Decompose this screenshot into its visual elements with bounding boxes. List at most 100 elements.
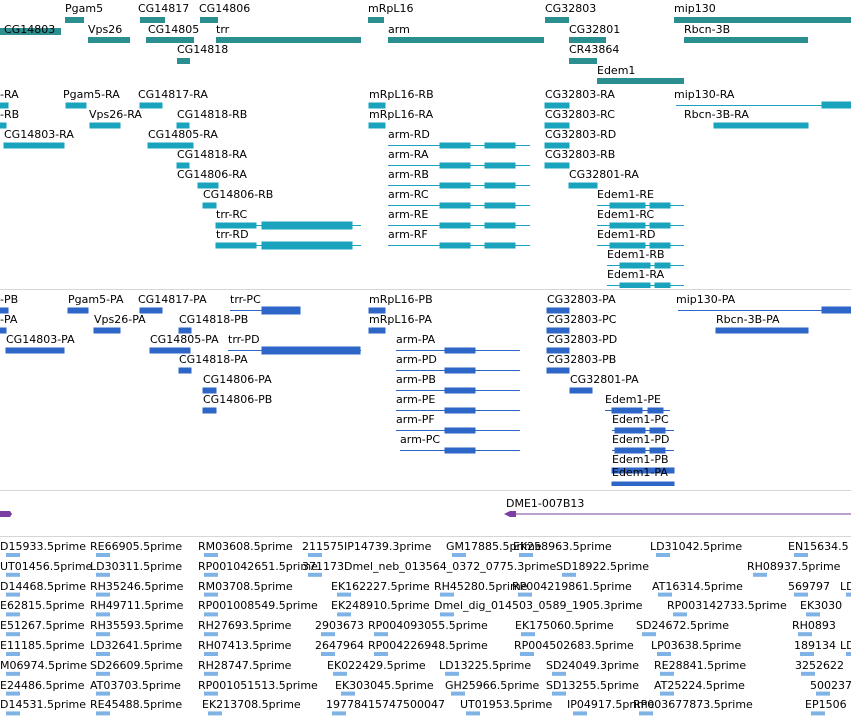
est-glyph[interactable]	[204, 652, 218, 656]
transcript-glyph[interactable]	[147, 142, 194, 149]
transcript-glyph[interactable]	[544, 142, 570, 149]
est-glyph[interactable]	[6, 553, 20, 557]
transcript-glyph[interactable]	[619, 282, 651, 288]
gene-glyph[interactable]	[200, 17, 218, 23]
est-label[interactable]: D14468.5prime	[0, 579, 87, 593]
est-label[interactable]: RH28747.5prime	[198, 658, 292, 672]
transcript-glyph[interactable]	[544, 102, 570, 109]
est-glyph[interactable]	[660, 671, 674, 676]
transcript-label[interactable]: CG14818-PB	[179, 313, 249, 326]
transcript-label[interactable]: CG32801-PA	[570, 373, 639, 386]
transcript-glyph[interactable]	[139, 102, 163, 109]
gene-label[interactable]: CG14805	[148, 23, 200, 36]
transcript-glyph[interactable]	[444, 427, 476, 434]
est-glyph[interactable]	[308, 572, 322, 577]
est-glyph[interactable]	[445, 671, 459, 676]
transcript-label[interactable]: mRpL16-RA	[369, 108, 434, 121]
est-label[interactable]: SD26609.5prime	[90, 658, 183, 672]
gene-label[interactable]: CG14818	[177, 43, 229, 56]
clone-glyph[interactable]	[504, 511, 516, 517]
transcript-glyph[interactable]	[439, 242, 471, 249]
est-glyph[interactable]	[440, 612, 454, 617]
transcript-label[interactable]: CG14818-RB	[177, 108, 248, 121]
gene-glyph[interactable]	[216, 37, 361, 43]
est-glyph[interactable]	[204, 572, 218, 577]
gene-label[interactable]: mip130	[674, 2, 716, 15]
transcript-glyph[interactable]	[821, 306, 851, 314]
est-label[interactable]: LD13225.5prime	[439, 658, 532, 672]
transcript-glyph[interactable]	[484, 162, 516, 169]
transcript-label[interactable]: arm-PF	[396, 413, 435, 426]
est-glyph[interactable]	[801, 671, 815, 676]
transcript-label[interactable]: Edem1-PD	[612, 433, 670, 446]
transcript-label[interactable]: mRpL16-RB	[369, 88, 434, 101]
est-label[interactable]: RH49711.5prime	[90, 599, 184, 613]
transcript-label[interactable]: CG14806-PA	[203, 373, 272, 386]
transcript-glyph[interactable]	[444, 367, 476, 374]
gene-glyph[interactable]	[146, 37, 194, 43]
transcript-glyph[interactable]	[484, 202, 516, 209]
est-glyph[interactable]	[466, 711, 480, 716]
transcript-label[interactable]: CG32803-RD	[545, 128, 617, 141]
est-label[interactable]: RH27693.5prime	[198, 619, 292, 633]
transcript-label[interactable]: arm-RA	[388, 148, 429, 161]
est-label[interactable]: RP004226948.5prime	[368, 639, 488, 652]
est-label[interactable]: RH0893	[792, 619, 836, 633]
est-label[interactable]: RH07413.5prime	[198, 639, 292, 652]
est-glyph[interactable]	[811, 711, 825, 716]
transcript-label[interactable]: Vps26-PA	[94, 313, 146, 326]
transcript-glyph[interactable]	[484, 182, 516, 189]
est-glyph[interactable]	[332, 711, 346, 716]
transcript-label[interactable]: -PA	[0, 313, 18, 326]
transcript-glyph[interactable]	[444, 347, 476, 354]
est-label[interactable]: 211575IP14739.3prime	[302, 540, 432, 553]
est-glyph[interactable]	[204, 671, 218, 676]
est-glyph[interactable]	[204, 612, 218, 617]
transcript-label[interactable]: Edem1-RD	[597, 228, 656, 241]
est-label[interactable]: Dmel_dig_014503_0589_1905.3prime	[434, 599, 643, 613]
est-label[interactable]: SD18922.5prime	[556, 559, 649, 573]
gene-label[interactable]: CG14803	[4, 23, 56, 36]
transcript-glyph[interactable]	[611, 481, 675, 486]
transcript-glyph[interactable]	[439, 202, 471, 209]
transcript-label[interactable]: Rbcn-3B-RA	[684, 108, 749, 121]
est-glyph[interactable]	[321, 652, 335, 656]
est-glyph[interactable]	[204, 691, 218, 696]
est-glyph[interactable]	[519, 553, 533, 557]
gene-glyph[interactable]	[569, 37, 606, 43]
est-glyph[interactable]	[6, 671, 20, 676]
transcript-label[interactable]: arm-RD	[388, 128, 430, 141]
transcript-label[interactable]: arm-RB	[388, 168, 429, 181]
transcript-glyph[interactable]	[0, 327, 7, 334]
est-glyph[interactable]	[96, 691, 110, 696]
transcript-label[interactable]: mRpL16-PA	[369, 313, 432, 326]
transcript-label[interactable]: CG32803-PD	[547, 333, 618, 346]
transcript-label[interactable]: CG14817-PA	[138, 293, 207, 306]
transcript-label[interactable]: trr-PD	[228, 333, 260, 346]
transcript-glyph[interactable]	[261, 241, 353, 250]
gene-glyph[interactable]	[597, 78, 684, 84]
gene-glyph[interactable]	[569, 58, 597, 64]
transcript-glyph[interactable]	[178, 367, 192, 374]
est-label[interactable]: UT01456.5prime	[0, 559, 93, 573]
est-glyph[interactable]	[816, 691, 830, 696]
est-label[interactable]: RP004093055.5prime	[368, 619, 488, 633]
transcript-glyph[interactable]	[368, 122, 386, 129]
est-glyph[interactable]	[440, 592, 454, 597]
est-glyph[interactable]	[337, 592, 351, 597]
est-label[interactable]: SD13255.5prime	[546, 678, 639, 692]
est-label[interactable]: LD30311.5prime	[90, 559, 183, 573]
est-label[interactable]: LD	[840, 579, 851, 593]
est-label[interactable]: EK213708.5prime	[202, 698, 301, 712]
transcript-glyph[interactable]	[215, 222, 257, 229]
gene-label[interactable]: mRpL16	[368, 2, 414, 15]
transcript-label[interactable]: Edem1-PC	[612, 413, 669, 426]
transcript-glyph[interactable]	[202, 387, 217, 394]
est-glyph[interactable]	[96, 711, 110, 716]
est-glyph[interactable]	[337, 612, 351, 617]
transcript-label[interactable]: CG32803-RB	[545, 148, 616, 161]
est-label[interactable]: RH45280.5prime	[434, 579, 528, 593]
est-label[interactable]: EN15634.5	[788, 540, 849, 553]
transcript-glyph[interactable]	[609, 202, 646, 209]
est-label[interactable]: RP003142733.5prime	[667, 599, 787, 613]
